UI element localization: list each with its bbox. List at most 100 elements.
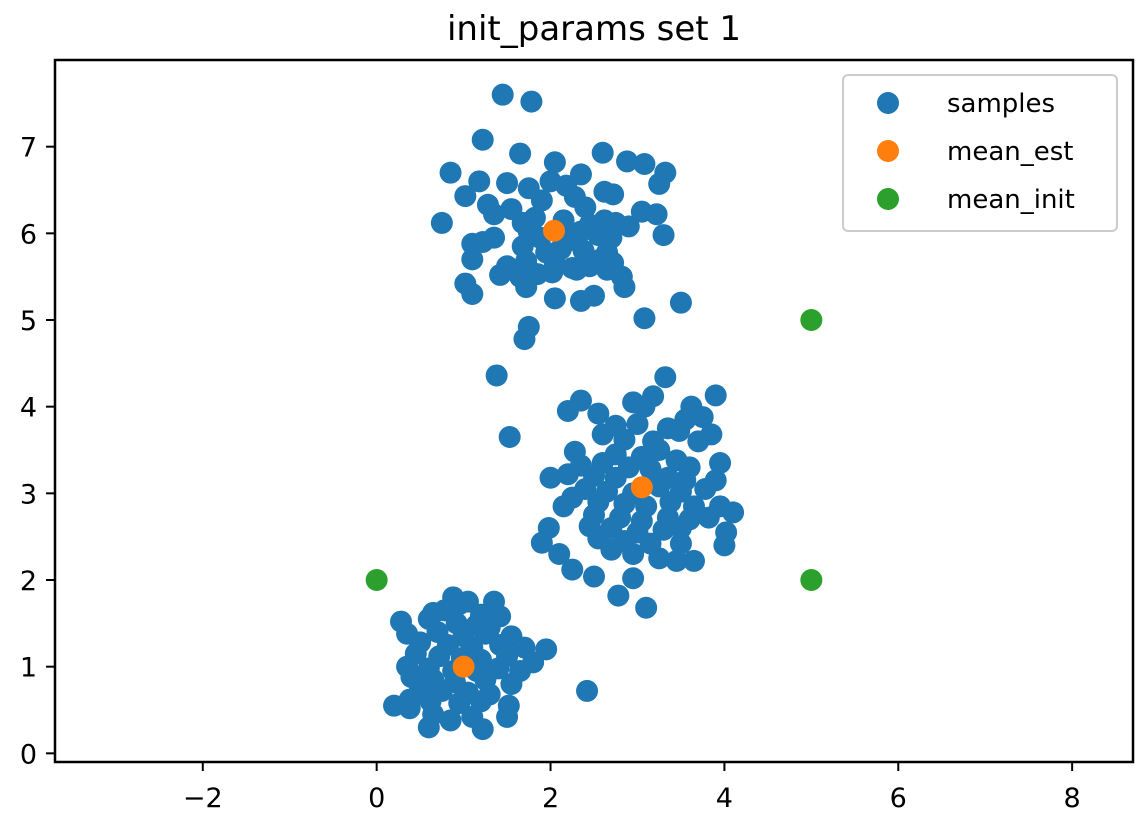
point-samples <box>439 161 462 184</box>
y-tick-label: 6 <box>20 219 37 250</box>
point-samples <box>583 284 605 307</box>
axes-frame <box>53 58 1135 764</box>
point-samples <box>430 211 453 234</box>
point-samples <box>617 215 640 238</box>
point-samples <box>704 384 727 407</box>
y-tick-label: 7 <box>20 133 37 164</box>
point-samples <box>591 141 614 164</box>
point-samples <box>626 413 649 435</box>
point-samples <box>722 501 745 524</box>
point-samples <box>669 517 692 539</box>
legend-label-mean_init: mean_init <box>947 185 1075 215</box>
point-samples <box>652 224 675 247</box>
point-samples <box>543 287 566 310</box>
point-mean_est <box>452 655 475 678</box>
point-samples <box>635 596 658 619</box>
point-samples <box>496 172 519 195</box>
x-tick-label: 0 <box>368 783 385 814</box>
point-samples <box>539 466 562 489</box>
point-samples <box>454 185 477 208</box>
x-tick-label: 6 <box>890 783 907 814</box>
point-samples <box>561 558 584 581</box>
point-samples <box>576 679 599 702</box>
point-samples <box>622 567 645 590</box>
legend-label-samples: samples <box>947 89 1055 119</box>
point-samples <box>682 549 705 572</box>
series-samples <box>383 83 745 741</box>
point-samples <box>633 307 656 330</box>
point-samples <box>600 538 623 561</box>
chart-title: init_params set 1 <box>447 9 741 49</box>
legend-marker-mean_est <box>877 140 899 162</box>
point-samples <box>468 170 491 193</box>
point-mean_init <box>800 309 823 331</box>
point-samples <box>569 220 592 243</box>
point-samples <box>654 366 677 389</box>
y-tick-label: 1 <box>20 653 37 684</box>
x-tick-label: −2 <box>183 783 223 814</box>
point-samples <box>530 531 553 554</box>
y-tick-label: 0 <box>20 739 37 770</box>
series-mean_est <box>452 219 653 678</box>
point-samples <box>709 452 732 474</box>
point-samples <box>633 153 656 175</box>
point-samples <box>565 258 588 281</box>
point-samples <box>602 183 625 206</box>
point-samples <box>461 283 484 305</box>
point-samples <box>665 549 688 572</box>
point-samples <box>509 142 532 165</box>
x-tick-label: 4 <box>716 783 733 814</box>
point-samples <box>461 248 484 271</box>
point-samples <box>591 423 614 446</box>
point-samples <box>498 426 521 448</box>
point-samples <box>439 709 462 732</box>
point-samples <box>398 697 421 720</box>
point-samples <box>645 203 668 226</box>
point-samples <box>489 263 512 286</box>
point-samples <box>687 430 710 453</box>
series-mean_init <box>365 309 823 591</box>
y-tick-label: 4 <box>20 393 37 424</box>
point-samples <box>556 400 579 422</box>
point-samples <box>648 475 671 498</box>
point-samples <box>648 439 671 461</box>
point-samples <box>556 463 579 486</box>
point-mean_init <box>800 569 823 591</box>
y-tick-label: 2 <box>20 566 37 597</box>
point-samples <box>471 128 494 151</box>
legend-box <box>842 74 1118 232</box>
point-samples <box>648 172 671 195</box>
legend-marker-samples <box>877 92 899 114</box>
point-samples <box>622 543 645 565</box>
point-samples <box>552 495 575 518</box>
point-samples <box>448 692 471 715</box>
point-samples <box>530 189 553 212</box>
point-samples <box>471 718 494 741</box>
point-samples <box>652 518 675 541</box>
point-samples <box>633 395 656 418</box>
point-samples <box>483 203 506 226</box>
y-axis: 0 1 2 3 4 5 6 7 <box>20 133 55 770</box>
point-samples <box>668 419 691 442</box>
point-samples <box>543 151 566 174</box>
point-samples <box>713 534 736 557</box>
point-samples <box>513 328 536 351</box>
y-tick-label: 3 <box>20 479 37 510</box>
point-samples <box>607 584 630 607</box>
point-samples <box>417 716 440 739</box>
point-samples <box>515 276 538 299</box>
point-samples <box>548 543 571 565</box>
point-samples <box>471 231 494 253</box>
point-samples <box>616 150 639 173</box>
plot-points <box>365 83 823 741</box>
point-samples <box>574 196 597 219</box>
point-samples <box>669 532 692 555</box>
point-mean_est <box>543 219 566 242</box>
point-samples <box>520 90 543 113</box>
point-samples <box>587 402 610 425</box>
x-tick-label: 8 <box>1064 783 1081 814</box>
point-samples <box>691 406 714 429</box>
point-mean_est <box>630 476 653 499</box>
point-samples <box>694 478 717 500</box>
